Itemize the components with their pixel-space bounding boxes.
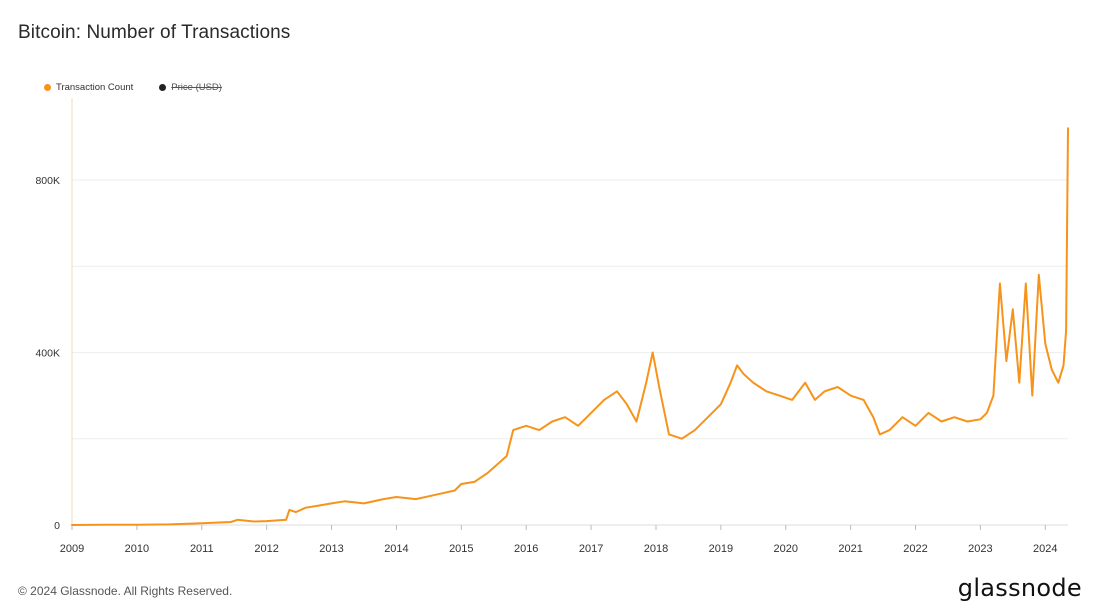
- legend-label: Transaction Count: [56, 82, 134, 93]
- legend-item-price[interactable]: Price (USD): [159, 82, 222, 93]
- legend-dot-icon: [44, 84, 51, 91]
- legend-dot-icon: [159, 84, 167, 91]
- x-tick-label: 2012: [254, 543, 278, 555]
- grid-lines: [72, 179, 1068, 526]
- y-tick-label: 0: [54, 520, 60, 532]
- y-tick-label: 800K: [35, 175, 60, 187]
- x-tick-label: 2019: [709, 543, 733, 555]
- x-tick-label: 2009: [60, 543, 84, 555]
- brand-logo: glassnode: [957, 574, 1082, 602]
- x-tick-label: 2013: [319, 543, 343, 555]
- legend-label: Price (USD): [171, 82, 222, 93]
- x-tick-label: 2021: [838, 543, 862, 555]
- x-tick-label: 2022: [903, 543, 927, 555]
- series-layer: [71, 127, 1069, 526]
- copyright-notice: © 2024 Glassnode. All Rights Reserved.: [18, 584, 233, 598]
- x-tick-label: 2018: [644, 543, 668, 555]
- x-tick-label: 2016: [514, 543, 538, 555]
- legend: Transaction Count Price (USD): [44, 82, 222, 93]
- y-axis: 0 400K 800K: [35, 98, 73, 532]
- chart-title: Bitcoin: Number of Transactions: [18, 22, 291, 43]
- x-tick-label: 2010: [125, 543, 149, 555]
- x-tick-label: 2024: [1033, 543, 1057, 555]
- legend-item-transaction-count[interactable]: Transaction Count: [44, 82, 133, 93]
- series-line-transaction-count: [71, 127, 1069, 526]
- x-tick-label: 2011: [190, 543, 214, 555]
- y-tick-label: 400K: [35, 347, 60, 359]
- x-tick-label: 2020: [774, 543, 798, 555]
- x-axis: 2009 2010 2011 2012 2013 2014 2015 2016 2017 2018…: [60, 524, 1068, 555]
- x-tick-label: 2023: [968, 543, 992, 555]
- x-tick-label: 2014: [384, 543, 408, 555]
- x-tick-label: 2017: [579, 543, 603, 555]
- x-tick-label: 2015: [449, 543, 473, 555]
